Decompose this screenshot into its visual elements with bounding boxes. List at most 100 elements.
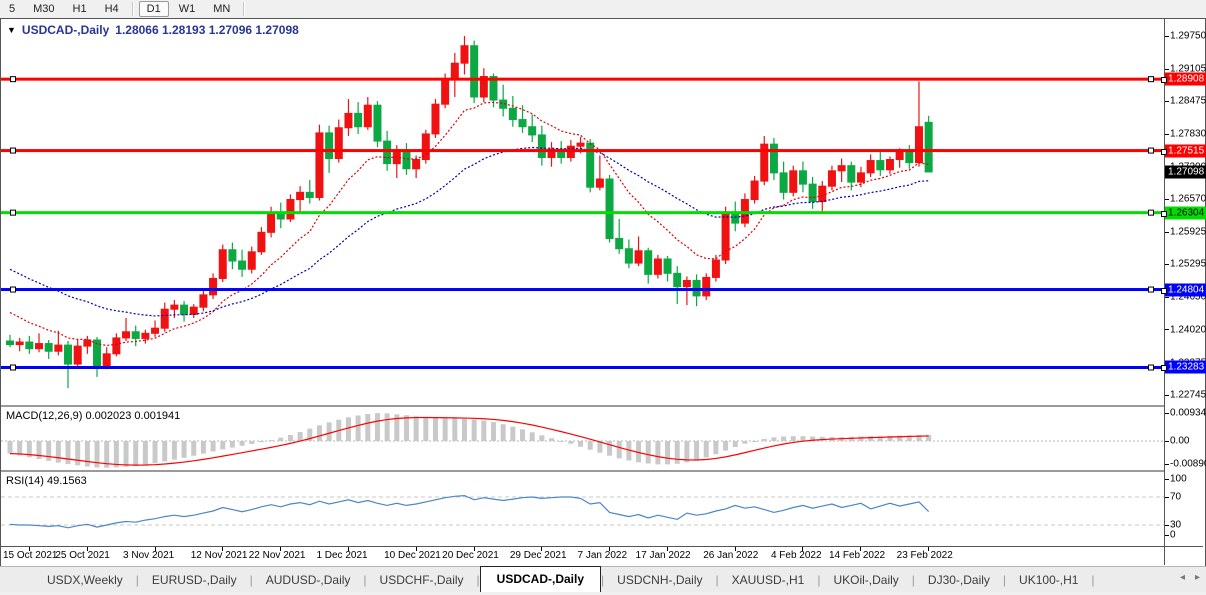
line-handle[interactable] — [1148, 76, 1154, 83]
rsi-canvas[interactable] — [1, 472, 1203, 545]
macd-histogram-bar — [558, 441, 564, 442]
price-tick-mark — [1165, 297, 1169, 298]
date-tick-label: 26 Jan 2022 — [703, 550, 759, 561]
candle-body — [856, 172, 865, 183]
rsi-pane[interactable]: RSI(14) 49.1563 — [1, 472, 1203, 545]
candle-body — [15, 341, 24, 346]
macd-histogram-bar — [771, 437, 777, 441]
macd-histogram-bar — [906, 435, 912, 441]
candlestick-canvas[interactable] — [1, 19, 1203, 405]
timeframe-button-mn[interactable]: MN — [213, 3, 231, 15]
tab-audusd[interactable]: AUDUSD-,Daily — [265, 573, 351, 587]
candle-body — [25, 341, 34, 350]
horizontal-line[interactable] — [1, 77, 1164, 81]
line-handle[interactable] — [10, 76, 16, 83]
macd-histogram-bar — [17, 441, 23, 456]
tab-usdx[interactable]: USDX,Weekly — [47, 573, 123, 587]
line-handle[interactable] — [1148, 209, 1154, 216]
horizontal-line[interactable] — [1, 365, 1164, 369]
price-tick-label: 1.27830 — [1170, 128, 1206, 140]
tab-ukoil[interactable]: UKOil-,Daily — [833, 573, 899, 587]
line-handle[interactable] — [1148, 286, 1154, 293]
price-tick-mark — [1165, 134, 1169, 135]
line-handle[interactable] — [1148, 147, 1154, 154]
line-handle[interactable] — [10, 209, 16, 216]
level-price-label: 1.26304 — [1165, 206, 1206, 220]
tab-xauusd[interactable]: XAUUSD-,H1 — [731, 573, 805, 587]
candle-body — [644, 250, 653, 275]
tab-usdcad[interactable]: USDCAD-,Daily — [479, 566, 602, 592]
candle-body — [315, 132, 324, 198]
macd-histogram-bar — [819, 436, 825, 441]
candle-body — [663, 258, 672, 274]
line-handle[interactable] — [1161, 210, 1167, 217]
candle-body — [924, 121, 933, 173]
rsi-tick-mark — [1165, 525, 1169, 526]
candle-body — [305, 191, 314, 198]
macd-histogram-bar — [287, 435, 293, 441]
price-tick-label: 1.28475 — [1170, 95, 1206, 107]
candle-body — [576, 142, 585, 147]
macd-histogram-bar — [752, 441, 758, 442]
timeframe-button-5[interactable]: 5 — [9, 3, 16, 15]
timeframe-button-w1[interactable]: W1 — [178, 3, 196, 15]
line-handle[interactable] — [1161, 148, 1167, 155]
price-axis[interactable]: 1.297501.291051.284751.278301.272001.265… — [1161, 19, 1206, 545]
tab-uk100[interactable]: UK100-,H1 — [1019, 573, 1079, 587]
macd-histogram-bar — [694, 441, 700, 461]
line-handle[interactable] — [1161, 287, 1167, 294]
macd-histogram-bar — [365, 414, 371, 441]
tab-scroll-left-icon[interactable]: ◂ — [1179, 572, 1185, 583]
candle-body — [827, 170, 836, 187]
candle-body — [131, 331, 140, 339]
macd-pane[interactable]: MACD(12,26,9) 0.002023 0.001941 — [1, 407, 1203, 470]
price-tick-label: 1.24020 — [1170, 324, 1206, 336]
macd-histogram-bar — [229, 441, 235, 448]
candle-body — [789, 170, 798, 193]
collapse-arrow-icon[interactable]: ▼ — [7, 25, 16, 35]
date-tick-mark — [541, 547, 542, 551]
macd-histogram-bar — [742, 441, 748, 444]
timeframe-button-d1[interactable]: D1 — [138, 1, 169, 17]
line-handle[interactable] — [10, 147, 16, 154]
candle-body — [431, 103, 440, 135]
line-handle[interactable] — [1161, 365, 1167, 372]
price-chart-pane[interactable]: ▼ USDCAD-,Daily 1.28066 1.28193 1.27096 … — [1, 19, 1203, 405]
horizontal-line[interactable] — [1, 288, 1164, 292]
macd-histogram-bar — [781, 436, 787, 441]
timeframe-button-h4[interactable]: H4 — [104, 3, 119, 15]
candle-body — [170, 304, 179, 310]
tab-scroll-right-icon[interactable]: ▸ — [1194, 572, 1200, 583]
macd-tick-mark — [1165, 441, 1169, 442]
macd-histogram-bar — [152, 441, 158, 464]
tab-dj30[interactable]: DJ30-,Daily — [927, 573, 990, 587]
price-tick-mark — [1165, 199, 1169, 200]
macd-histogram-bar — [790, 436, 796, 441]
date-tick-mark — [29, 547, 30, 551]
macd-histogram-bar — [655, 441, 661, 465]
macd-histogram-bar — [423, 417, 429, 441]
macd-histogram-bar — [868, 436, 874, 441]
horizontal-line[interactable] — [1, 149, 1164, 153]
timeframe-button-m30[interactable]: M30 — [33, 3, 55, 15]
date-tick-label: 14 Feb 2022 — [828, 550, 886, 561]
tab-usdcnh[interactable]: USDCNH-,Daily — [617, 573, 703, 587]
line-handle[interactable] — [10, 286, 16, 293]
horizontal-line[interactable] — [1, 211, 1164, 215]
date-axis[interactable]: 15 Oct 2021 25 Oct 2021 3 Nov 2021 12 Nov 2… — [1, 546, 1203, 566]
ohlc-readout: 1.28066 1.28193 1.27096 1.27098 — [115, 23, 299, 37]
bottom-strip — [0, 592, 1206, 595]
macd-histogram-bar — [510, 426, 516, 441]
timeframe-button-h1[interactable]: H1 — [72, 3, 87, 15]
tab-eurusd[interactable]: EURUSD-,Daily — [151, 573, 237, 587]
date-tick-mark — [609, 547, 610, 551]
candle-body — [402, 151, 411, 170]
candle-body — [296, 191, 305, 201]
line-handle[interactable] — [1161, 77, 1167, 84]
macd-tick-mark — [1165, 464, 1169, 465]
line-handle[interactable] — [1148, 364, 1154, 371]
macd-canvas[interactable] — [1, 407, 1203, 470]
tab-usdchf[interactable]: USDCHF-,Daily — [379, 573, 464, 587]
line-handle[interactable] — [10, 364, 16, 371]
date-tick-mark — [348, 547, 349, 551]
